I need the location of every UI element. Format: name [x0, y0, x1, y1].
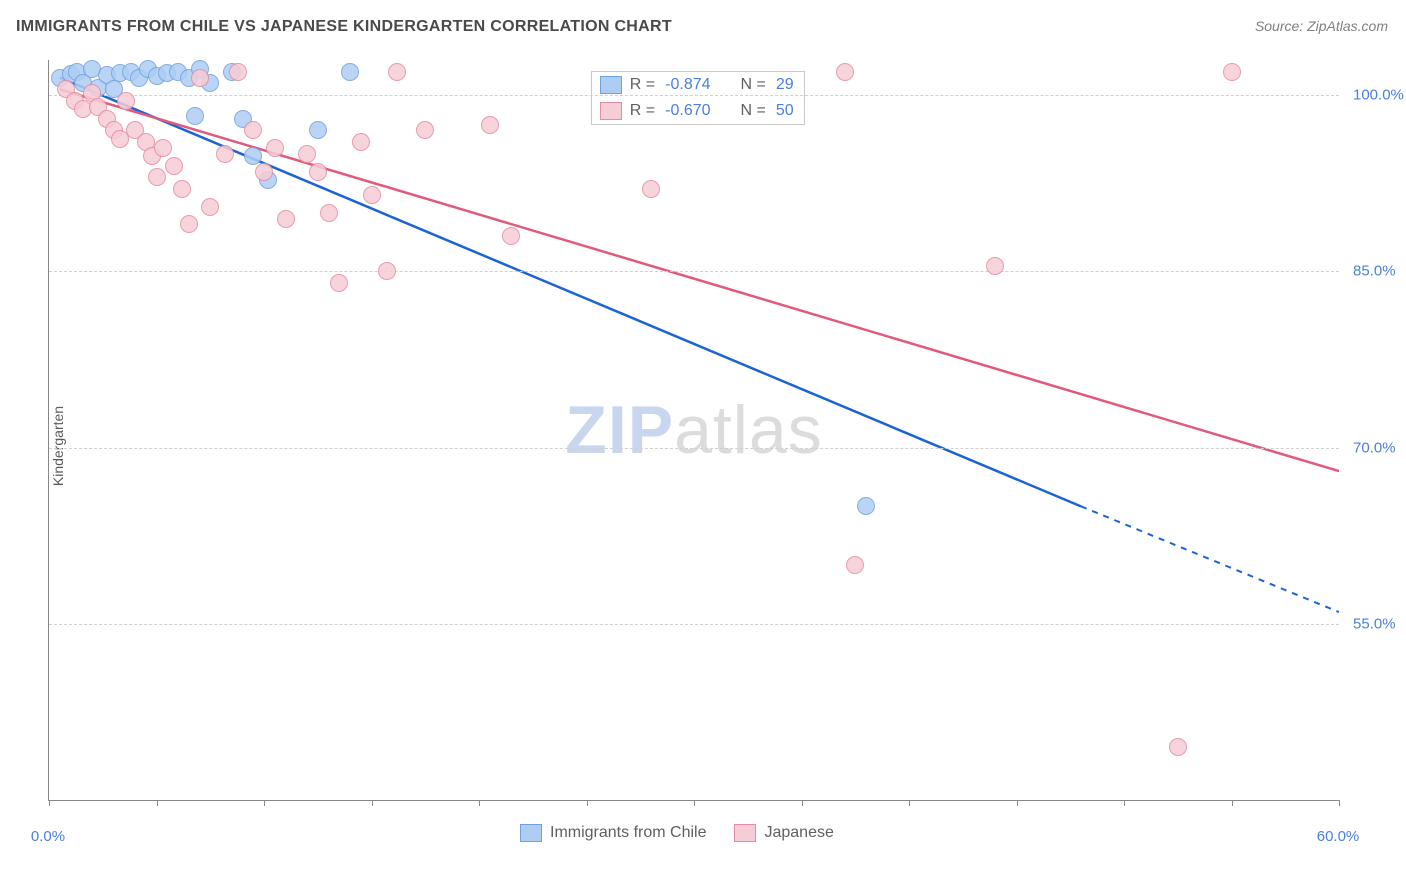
x-tick [1124, 800, 1125, 806]
data-point [341, 63, 359, 81]
watermark-atlas: atlas [674, 392, 823, 468]
legend-r-value: -0.874 [665, 76, 710, 94]
data-point [216, 145, 234, 163]
data-point [173, 180, 191, 198]
data-point [148, 168, 166, 186]
legend-item: Immigrants from Chile [520, 824, 706, 842]
correlation-legend: R = -0.874 N = 29 R = -0.670 N = 50 [591, 71, 805, 125]
legend-r-value: -0.670 [665, 102, 710, 120]
data-point [244, 121, 262, 139]
data-point [1169, 738, 1187, 756]
x-tick [49, 800, 50, 806]
data-point [266, 139, 284, 157]
trend-line [60, 78, 1081, 507]
data-point [378, 262, 396, 280]
data-point [186, 107, 204, 125]
data-point [229, 63, 247, 81]
data-point [255, 163, 273, 181]
data-point [642, 180, 660, 198]
legend-n-label: N = [741, 76, 766, 94]
legend-row: R = -0.874 N = 29 [592, 72, 804, 98]
legend-series-name: Immigrants from Chile [550, 824, 706, 842]
data-point [846, 556, 864, 574]
legend-r-label: R = [630, 76, 655, 94]
watermark-zip: ZIP [565, 392, 674, 468]
data-point [277, 210, 295, 228]
y-tick-label: 55.0% [1353, 615, 1396, 632]
legend-r-label: R = [630, 102, 655, 120]
legend-n-value: 50 [776, 102, 794, 120]
gridline-h [49, 624, 1339, 625]
source-attribution: Source: ZipAtlas.com [1255, 18, 1388, 34]
y-tick-label: 100.0% [1353, 87, 1404, 104]
x-tick [479, 800, 480, 806]
data-point [117, 92, 135, 110]
x-tick [1017, 800, 1018, 806]
data-point [154, 139, 172, 157]
x-tick [1232, 800, 1233, 806]
legend-swatch [520, 824, 542, 842]
x-tick [264, 800, 265, 806]
data-point [298, 145, 316, 163]
x-tick-label: 60.0% [1317, 828, 1360, 845]
gridline-h [49, 95, 1339, 96]
data-point [836, 63, 854, 81]
legend-row: R = -0.670 N = 50 [592, 98, 804, 124]
data-point [309, 121, 327, 139]
legend-swatch [734, 824, 756, 842]
trend-line-dashed [1081, 506, 1339, 612]
data-point [481, 116, 499, 134]
y-tick-label: 85.0% [1353, 263, 1396, 280]
watermark: ZIPatlas [565, 391, 822, 469]
data-point [201, 198, 219, 216]
data-point [1223, 63, 1241, 81]
chart-title: IMMIGRANTS FROM CHILE VS JAPANESE KINDER… [16, 18, 672, 36]
trend-lines-svg [49, 60, 1339, 800]
x-tick-label: 0.0% [31, 828, 65, 845]
data-point [388, 63, 406, 81]
x-tick [157, 800, 158, 806]
data-point [416, 121, 434, 139]
plot-area: ZIPatlas R =-0.874N =29R =-0.670N =50 55… [48, 60, 1339, 801]
series-legend: Immigrants from Chile Japanese [520, 824, 834, 842]
x-tick [694, 800, 695, 806]
data-point [352, 133, 370, 151]
legend-swatch [600, 102, 622, 120]
data-point [857, 497, 875, 515]
data-point [165, 157, 183, 175]
gridline-h [49, 448, 1339, 449]
data-point [330, 274, 348, 292]
y-tick-label: 70.0% [1353, 439, 1396, 456]
x-tick [1339, 800, 1340, 806]
x-tick [587, 800, 588, 806]
x-tick [802, 800, 803, 806]
legend-swatch [600, 76, 622, 94]
legend-series-name: Japanese [764, 824, 833, 842]
data-point [309, 163, 327, 181]
legend-n-label: N = [741, 102, 766, 120]
data-point [320, 204, 338, 222]
data-point [502, 227, 520, 245]
legend-n-value: 29 [776, 76, 794, 94]
x-tick [909, 800, 910, 806]
data-point [191, 69, 209, 87]
data-point [363, 186, 381, 204]
data-point [986, 257, 1004, 275]
chart-container: IMMIGRANTS FROM CHILE VS JAPANESE KINDER… [0, 0, 1406, 892]
gridline-h [49, 271, 1339, 272]
data-point [180, 215, 198, 233]
legend-item: Japanese [734, 824, 833, 842]
x-tick [372, 800, 373, 806]
